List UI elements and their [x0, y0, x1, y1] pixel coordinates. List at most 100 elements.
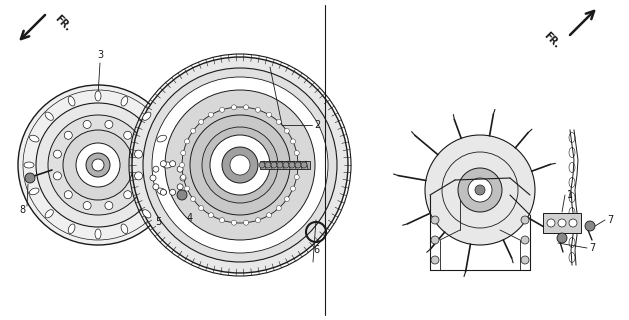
Bar	[260, 161, 310, 169]
Circle shape	[458, 168, 502, 212]
Circle shape	[92, 159, 104, 171]
Circle shape	[521, 256, 529, 264]
Circle shape	[124, 131, 131, 139]
Ellipse shape	[95, 91, 101, 101]
Circle shape	[230, 155, 250, 175]
Ellipse shape	[68, 97, 75, 106]
Circle shape	[105, 120, 113, 128]
Circle shape	[199, 119, 204, 124]
Text: 6: 6	[313, 245, 319, 255]
Circle shape	[431, 256, 439, 264]
Ellipse shape	[30, 188, 39, 195]
Circle shape	[105, 202, 113, 210]
Circle shape	[291, 139, 296, 144]
Circle shape	[83, 120, 91, 128]
Ellipse shape	[121, 97, 128, 106]
Circle shape	[153, 184, 159, 190]
Circle shape	[184, 186, 189, 191]
Circle shape	[255, 218, 260, 223]
Ellipse shape	[24, 162, 34, 168]
Circle shape	[267, 112, 272, 117]
Circle shape	[243, 105, 248, 110]
Circle shape	[76, 143, 120, 187]
Circle shape	[295, 162, 301, 168]
Circle shape	[165, 90, 315, 240]
Text: 2: 2	[314, 120, 320, 130]
Circle shape	[36, 103, 160, 227]
Ellipse shape	[45, 112, 53, 120]
Circle shape	[48, 115, 148, 215]
Text: FR.: FR.	[542, 30, 562, 50]
Text: 7: 7	[607, 215, 613, 225]
Circle shape	[475, 185, 485, 195]
Circle shape	[208, 213, 213, 218]
Circle shape	[521, 236, 529, 244]
FancyBboxPatch shape	[543, 213, 581, 233]
Circle shape	[160, 161, 166, 167]
Circle shape	[180, 175, 186, 181]
Circle shape	[177, 190, 187, 200]
Circle shape	[124, 191, 131, 199]
Circle shape	[143, 68, 337, 262]
Circle shape	[220, 218, 225, 223]
Circle shape	[184, 139, 189, 144]
Circle shape	[191, 128, 196, 133]
Circle shape	[199, 206, 204, 211]
Text: 3: 3	[97, 50, 103, 60]
Ellipse shape	[143, 210, 151, 218]
Text: 5: 5	[155, 217, 161, 227]
Circle shape	[277, 162, 283, 168]
Ellipse shape	[95, 229, 101, 239]
Circle shape	[283, 162, 289, 168]
Text: 4: 4	[187, 213, 193, 223]
Circle shape	[267, 213, 272, 218]
Circle shape	[160, 189, 166, 195]
Circle shape	[558, 219, 566, 227]
Circle shape	[222, 147, 258, 183]
Circle shape	[284, 128, 289, 133]
Circle shape	[208, 112, 213, 117]
Circle shape	[294, 174, 299, 180]
Circle shape	[153, 166, 159, 172]
Circle shape	[301, 162, 307, 168]
Circle shape	[255, 107, 260, 112]
Ellipse shape	[30, 135, 39, 142]
Circle shape	[177, 166, 183, 172]
Circle shape	[177, 184, 183, 190]
Circle shape	[181, 150, 186, 156]
Text: FR.: FR.	[53, 13, 73, 33]
Circle shape	[83, 202, 91, 210]
Ellipse shape	[68, 224, 75, 234]
Circle shape	[210, 135, 270, 195]
Ellipse shape	[157, 188, 167, 195]
Text: 7: 7	[589, 243, 595, 253]
Circle shape	[289, 162, 295, 168]
Circle shape	[284, 196, 289, 202]
Circle shape	[64, 191, 72, 199]
Circle shape	[585, 221, 595, 231]
Circle shape	[276, 206, 281, 211]
Text: 8: 8	[19, 205, 25, 215]
Circle shape	[25, 173, 35, 183]
Circle shape	[431, 236, 439, 244]
Circle shape	[191, 196, 196, 202]
Circle shape	[152, 77, 328, 253]
Circle shape	[86, 153, 110, 177]
Circle shape	[64, 131, 72, 139]
Circle shape	[135, 150, 143, 158]
Circle shape	[53, 172, 62, 180]
Circle shape	[170, 161, 175, 167]
Circle shape	[63, 130, 133, 200]
Circle shape	[53, 150, 62, 158]
Circle shape	[231, 105, 237, 110]
Ellipse shape	[121, 224, 128, 234]
Circle shape	[231, 220, 237, 225]
Circle shape	[170, 189, 175, 195]
Circle shape	[425, 135, 535, 245]
Circle shape	[431, 216, 439, 224]
Circle shape	[294, 150, 299, 156]
Circle shape	[296, 163, 301, 167]
Circle shape	[220, 107, 225, 112]
Circle shape	[259, 162, 265, 168]
Circle shape	[547, 219, 555, 227]
